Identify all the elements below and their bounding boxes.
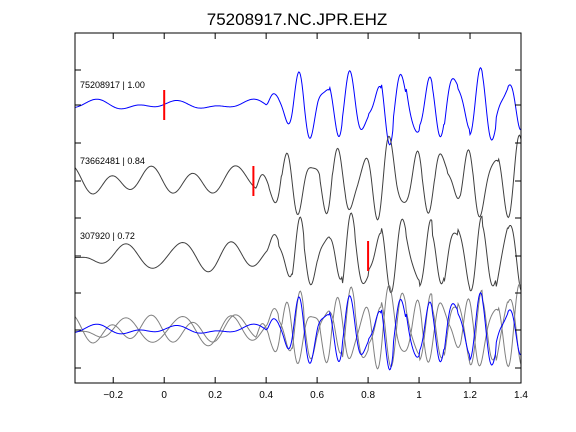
trace-label: 73662481 | 0.84	[80, 156, 145, 166]
x-tick-label: 0.6	[310, 390, 324, 401]
x-tick-label: 1.2	[463, 390, 477, 401]
x-tick-label: 0	[161, 390, 167, 401]
overlay-trace-line	[74, 283, 522, 370]
x-tick-label: 1.4	[514, 390, 528, 401]
x-tick-label: 0.2	[208, 390, 222, 401]
trace-line	[74, 212, 522, 294]
trace-label: 307920 | 0.72	[80, 231, 135, 241]
overlay-trace-line	[74, 292, 522, 371]
chart-title: 75208917.NC.JPR.EHZ	[207, 10, 387, 29]
x-tick-label: −0.2	[103, 390, 123, 401]
plot-frame	[74, 32, 522, 384]
trace-line	[74, 67, 522, 146]
x-tick-label: 0.4	[259, 390, 273, 401]
x-tick-label: 1	[416, 390, 422, 401]
x-tick-label: 0.8	[361, 390, 375, 401]
trace-line	[74, 134, 522, 221]
x-axis: −0.2 0 0.2 0.4 0.6 0.8 1 1.2 1.4	[75, 33, 528, 401]
trace-label: 75208917 | 1.00	[80, 80, 145, 90]
plot-area: 75208917 | 1.00 73662481 | 0.84 307920 | 0…	[74, 67, 522, 371]
